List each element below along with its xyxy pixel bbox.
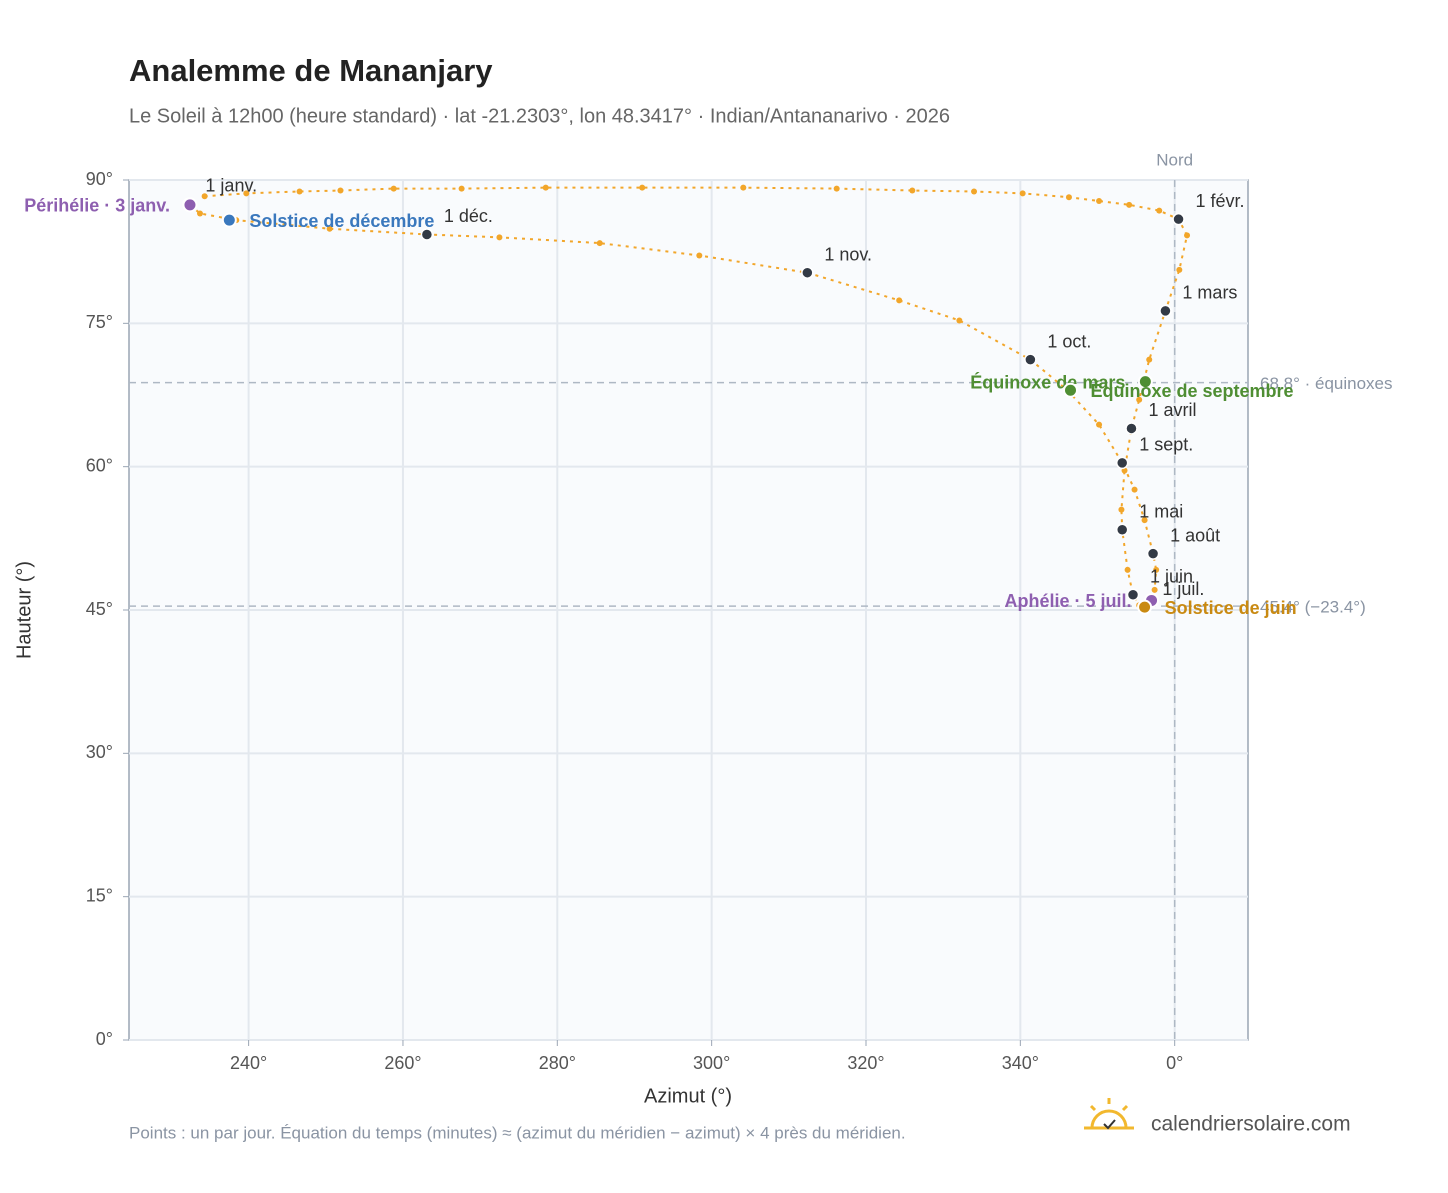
day-point <box>1141 517 1148 524</box>
brand-icon <box>1084 1098 1134 1130</box>
month-label: 1 janv. <box>205 176 257 196</box>
day-point <box>896 297 903 304</box>
day-point <box>1019 190 1026 197</box>
x-axis-label: Azimut (°) <box>644 1085 732 1107</box>
day-point <box>740 184 747 191</box>
month-label: 1 août <box>1170 525 1220 545</box>
chart-subtitle: Le Soleil à 12h00 (heure standard) · lat… <box>129 105 950 127</box>
month-label: 1 nov. <box>824 244 872 264</box>
day-point <box>196 210 203 217</box>
month-label: 1 juin <box>1150 566 1193 586</box>
month-label: 1 juil. <box>1162 579 1204 599</box>
day-point <box>596 240 603 247</box>
day-point <box>458 185 465 192</box>
y-tick-label: 30° <box>86 742 113 762</box>
day-point <box>1096 198 1103 205</box>
month-label: 1 avril <box>1148 400 1196 420</box>
day-point <box>243 190 250 197</box>
y-tick-label: 45° <box>86 599 113 619</box>
x-tick-label: 300° <box>693 1053 730 1073</box>
day-point <box>1131 486 1138 493</box>
month-marker <box>1115 456 1129 470</box>
day-point <box>833 185 840 192</box>
day-point <box>201 193 208 200</box>
event-label: Solstice de juin <box>1165 598 1297 618</box>
day-point <box>971 188 978 195</box>
month-marker <box>1146 547 1160 560</box>
month-marker <box>1159 304 1172 318</box>
day-point <box>1126 201 1133 208</box>
x-tick-label: 340° <box>1002 1053 1039 1073</box>
month-label: 1 sept. <box>1139 435 1193 455</box>
day-point <box>1153 566 1160 573</box>
reference-label: 68.8° · équinoxes <box>1260 374 1393 393</box>
month-label: 1 mars <box>1182 283 1237 303</box>
month-marker <box>1126 588 1140 601</box>
day-point <box>1146 356 1153 363</box>
day-point <box>909 187 916 194</box>
analemma-curve <box>189 186 1189 609</box>
event-label: Aphélie · 5 juil. <box>1005 591 1132 611</box>
day-point <box>1124 566 1131 573</box>
day-point <box>1151 586 1158 593</box>
month-marker <box>1125 422 1138 435</box>
y-tick-label: 75° <box>86 312 113 332</box>
footnote: Points : un par jour. Équation du temps … <box>129 1123 906 1142</box>
day-point <box>1184 232 1191 239</box>
month-marker <box>801 266 814 279</box>
month-marker <box>420 228 434 241</box>
day-point <box>639 184 646 191</box>
day-point <box>1065 194 1072 201</box>
brand: calendriersolaire.com <box>1151 1113 1351 1136</box>
day-point <box>696 252 703 259</box>
day-point <box>1118 506 1125 513</box>
event-marker <box>221 212 237 228</box>
month-marker <box>1115 523 1129 536</box>
day-point <box>296 188 303 195</box>
event-marker <box>1137 599 1153 615</box>
day-point <box>496 234 503 241</box>
grid <box>129 179 1248 1041</box>
event-marker <box>1137 374 1153 390</box>
y-axis-label: Hauteur (°) <box>13 561 35 659</box>
month-label: 1 déc. <box>444 206 493 226</box>
day-point <box>1136 396 1143 403</box>
month-marker <box>1172 212 1185 226</box>
y-tick-label: 15° <box>86 885 113 905</box>
day-point <box>1096 421 1103 428</box>
day-point <box>337 187 344 194</box>
x-tick-label: 240° <box>230 1053 267 1073</box>
chart-title: Analemme de Mananjary <box>129 53 493 88</box>
month-marker <box>1024 353 1037 366</box>
day-point <box>1176 266 1183 273</box>
event-label: Périhélie · 3 janv. <box>24 196 170 216</box>
event-label: Équinoxe de septembre <box>1091 380 1294 401</box>
event-label: Solstice de décembre <box>249 211 434 231</box>
event-label: Équinoxe de mars <box>970 371 1125 392</box>
y-tick-label: 60° <box>86 455 113 475</box>
y-tick-label: 0° <box>96 1029 113 1049</box>
day-point <box>390 185 397 192</box>
x-tick-label: 0° <box>1166 1053 1183 1073</box>
x-tick-label: 260° <box>384 1053 421 1073</box>
y-tick-label: 90° <box>86 169 113 189</box>
x-tick-label: 320° <box>847 1053 884 1073</box>
x-tick-label: 280° <box>539 1053 576 1073</box>
month-label: 1 févr. <box>1196 191 1245 211</box>
day-point <box>956 317 963 324</box>
month-label: 1 oct. <box>1047 331 1091 351</box>
event-marker <box>1063 382 1079 398</box>
event-marker <box>182 197 198 213</box>
day-point <box>1156 207 1163 214</box>
day-point <box>326 225 333 232</box>
reference-label: 45.4° (−23.4°) <box>1260 598 1366 617</box>
day-point <box>542 184 549 191</box>
month-label: 1 mai <box>1139 501 1183 521</box>
reference-label: Nord <box>1156 150 1193 169</box>
